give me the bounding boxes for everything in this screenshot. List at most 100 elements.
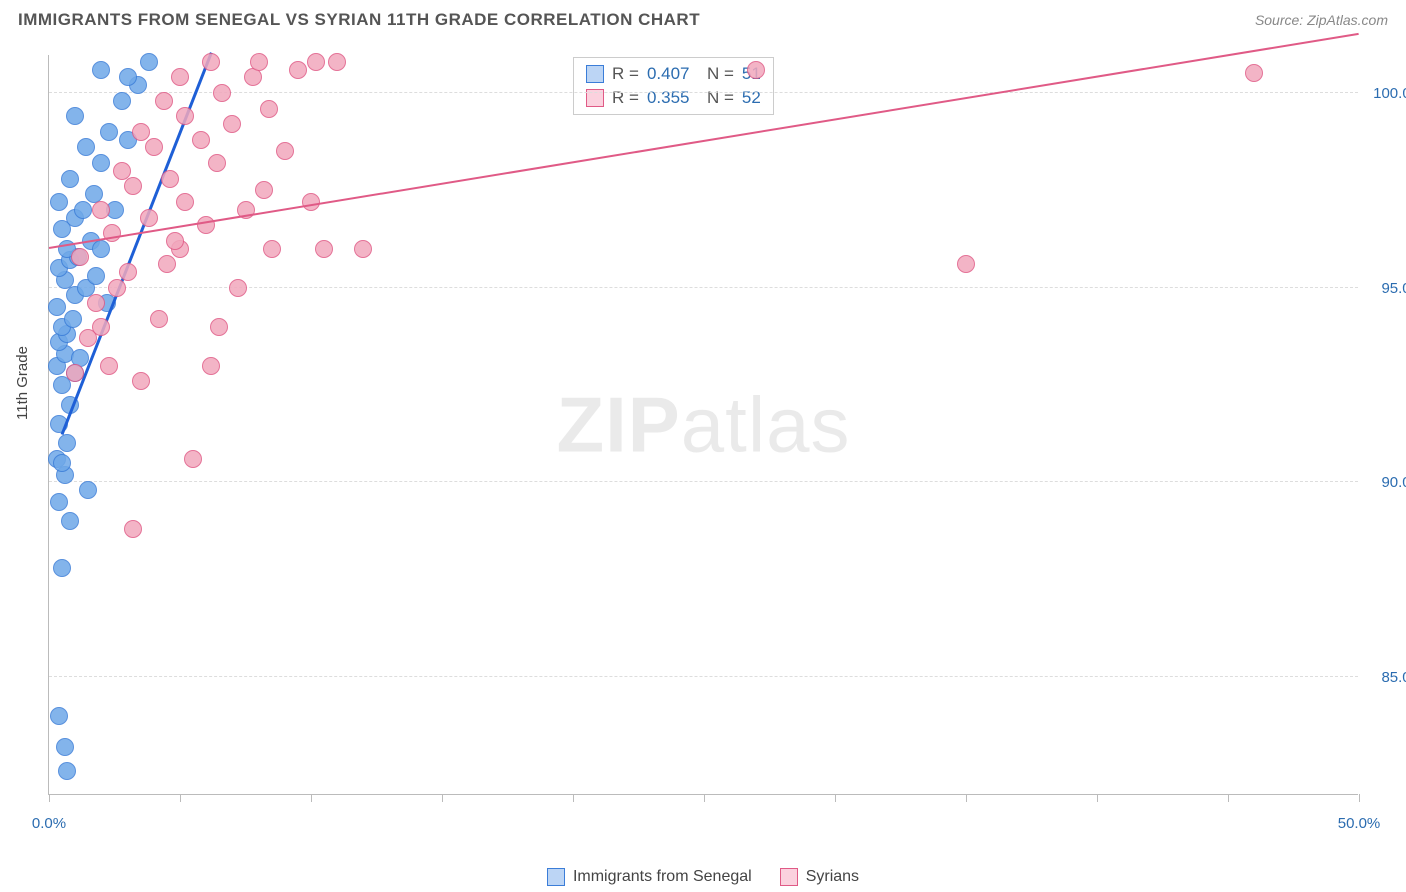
data-point — [145, 138, 163, 156]
gridline — [49, 676, 1358, 677]
x-tick — [573, 794, 574, 802]
legend-swatch — [586, 65, 604, 83]
data-point — [92, 61, 110, 79]
data-point — [50, 707, 68, 725]
data-point — [50, 193, 68, 211]
data-point — [92, 318, 110, 336]
data-point — [48, 298, 66, 316]
series-legend: Immigrants from Senegal Syrians — [0, 868, 1406, 886]
data-point — [260, 100, 278, 118]
data-point — [250, 53, 268, 71]
y-tick-label: 100.0% — [1364, 85, 1406, 102]
data-point — [171, 68, 189, 86]
data-point — [71, 248, 89, 266]
data-point — [208, 154, 226, 172]
data-point — [213, 84, 231, 102]
data-point — [64, 310, 82, 328]
data-point — [202, 53, 220, 71]
data-point — [92, 240, 110, 258]
chart-container: IMMIGRANTS FROM SENEGAL VS SYRIAN 11TH G… — [0, 0, 1406, 892]
data-point — [354, 240, 372, 258]
x-tick — [966, 794, 967, 802]
data-point — [113, 92, 131, 110]
watermark: ZIPatlas — [556, 379, 850, 470]
legend-row: R =0.407N =51 — [586, 62, 761, 86]
data-point — [328, 53, 346, 71]
data-point — [957, 255, 975, 273]
watermark-bold: ZIP — [556, 380, 680, 468]
data-point — [100, 123, 118, 141]
data-point — [140, 209, 158, 227]
r-label: R = — [612, 86, 639, 110]
data-point — [87, 294, 105, 312]
correlation-legend: R =0.407N =51R =0.355N =52 — [573, 57, 774, 115]
data-point — [289, 61, 307, 79]
x-tick — [1359, 794, 1360, 802]
legend-swatch — [780, 868, 798, 886]
data-point — [119, 263, 137, 281]
data-point — [166, 232, 184, 250]
data-point — [132, 372, 150, 390]
x-tick — [311, 794, 312, 802]
data-point — [255, 181, 273, 199]
data-point — [113, 162, 131, 180]
data-point — [747, 61, 765, 79]
data-point — [140, 53, 158, 71]
plot-area: ZIPatlas R =0.407N =51R =0.355N =52 85.0… — [48, 55, 1358, 795]
data-point — [100, 357, 118, 375]
data-point — [92, 201, 110, 219]
x-tick — [1228, 794, 1229, 802]
watermark-light: atlas — [681, 380, 851, 468]
y-tick-label: 95.0% — [1364, 280, 1406, 297]
legend-row: R = 0.355 N = 52 — [586, 86, 761, 110]
data-point — [108, 279, 126, 297]
title-bar: IMMIGRANTS FROM SENEGAL VS SYRIAN 11TH G… — [0, 0, 1406, 36]
data-point — [124, 520, 142, 538]
data-point — [66, 107, 84, 125]
data-point — [161, 170, 179, 188]
n-value: 52 — [742, 86, 761, 110]
x-tick — [442, 794, 443, 802]
n-label: N = — [707, 86, 734, 110]
data-point — [202, 357, 220, 375]
chart-title: IMMIGRANTS FROM SENEGAL VS SYRIAN 11TH G… — [18, 10, 700, 30]
legend-swatch — [547, 868, 565, 886]
legend-label: Immigrants from Senegal — [573, 868, 752, 886]
gridline — [49, 92, 1358, 93]
x-tick — [1097, 794, 1098, 802]
x-tick-label: 50.0% — [1338, 815, 1381, 832]
data-point — [155, 92, 173, 110]
legend-item: Immigrants from Senegal — [547, 868, 752, 886]
gridline — [49, 481, 1358, 482]
data-point — [197, 216, 215, 234]
x-tick — [835, 794, 836, 802]
legend-label: Syrians — [806, 868, 859, 886]
data-point — [210, 318, 228, 336]
data-point — [223, 115, 241, 133]
data-point — [53, 454, 71, 472]
x-tick — [704, 794, 705, 802]
data-point — [66, 364, 84, 382]
r-label: R = — [612, 62, 639, 86]
data-point — [176, 193, 194, 211]
data-point — [53, 559, 71, 577]
data-point — [61, 512, 79, 530]
r-value: 0.407 — [647, 62, 699, 86]
data-point — [92, 154, 110, 172]
data-point — [124, 177, 142, 195]
y-tick-label: 85.0% — [1364, 669, 1406, 686]
data-point — [119, 68, 137, 86]
r-value: 0.355 — [647, 86, 699, 110]
y-tick-label: 90.0% — [1364, 474, 1406, 491]
data-point — [276, 142, 294, 160]
data-point — [50, 493, 68, 511]
x-tick — [180, 794, 181, 802]
legend-item: Syrians — [780, 868, 859, 886]
data-point — [132, 123, 150, 141]
data-point — [79, 481, 97, 499]
data-point — [77, 138, 95, 156]
source-label: Source: ZipAtlas.com — [1255, 12, 1388, 28]
data-point — [263, 240, 281, 258]
data-point — [61, 170, 79, 188]
x-tick-label: 0.0% — [32, 815, 66, 832]
